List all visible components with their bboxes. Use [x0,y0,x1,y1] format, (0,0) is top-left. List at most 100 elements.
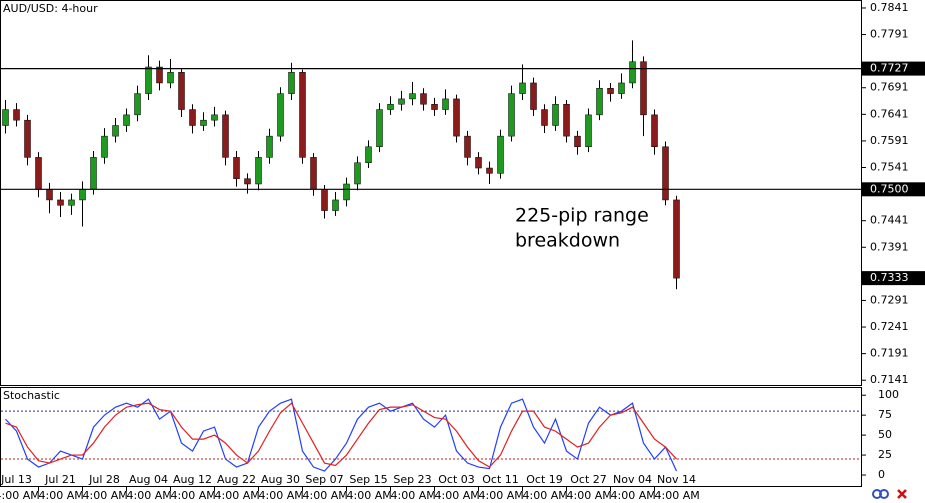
candle-body [398,98,405,105]
y-tick-label: 0.7191 [870,347,909,360]
stoch-line [5,402,677,468]
candle-body [145,66,152,94]
y-tick-label: 75 [878,408,892,421]
candle-body [486,167,493,174]
y-tick-label: 50 [878,428,892,441]
x-tick-label: Aug 04 [129,473,168,486]
y-tick-label: 0.7691 [870,81,909,94]
y-tick-label: 0.7141 [870,373,909,386]
y-tick-label: 100 [878,388,899,401]
annotation: breakdown [515,230,620,252]
candle-body [222,114,229,158]
x-tick-label: Nov 14 [657,473,696,486]
candle-body [519,82,526,94]
stoch-line [5,398,678,472]
candle-body [167,72,174,84]
y-tick-label: 0.7441 [870,214,909,227]
candle-body [453,98,460,137]
candle-body [332,199,339,211]
candle-body [530,82,537,110]
candle-body [475,157,482,169]
candle-body [673,199,680,279]
x-tick-label: Oct 11 [482,473,519,486]
x-tick-label: Sep 23 [393,473,431,486]
candle-body [178,72,185,110]
price-label-box [862,271,925,286]
candle-body [189,109,196,126]
candle-body [585,114,592,148]
candle-body [134,93,141,116]
title-box [1,1,95,15]
link-icon[interactable] [879,489,889,499]
x-time-label: 4:00 AM [0,489,40,502]
candle-body [277,93,284,137]
candle-body [662,146,669,201]
candle-body [321,189,328,211]
x-time-label: 4:00 AM [435,489,480,502]
candle-body [376,109,383,148]
stochastic-panel [0,387,862,487]
x-tick-label: Oct 03 [438,473,475,486]
x-time-label: 4:00 AM [391,489,436,502]
y-tick-label: 0 [878,468,885,481]
candle-body [2,109,9,126]
chart-title: AUD/USD: 4-hour [3,2,98,15]
candle-body [123,114,130,126]
candle-body [90,157,97,190]
price-label: 0.7333 [870,271,909,284]
candle-body [101,135,108,158]
price-label: 0.7500 [870,182,909,195]
candle-body [552,103,559,126]
x-time-label: 4:00 AM [303,489,348,502]
candle-body [244,178,251,185]
x-time-label: 4:00 AM [479,489,524,502]
close-icon[interactable] [897,489,907,499]
y-tick-label: 0.7291 [870,293,909,306]
toolbar-icons[interactable] [872,489,907,499]
candle-body [508,93,515,137]
y-tick-label: 0.7641 [870,107,909,120]
candle-body [442,98,449,110]
candle-body [266,135,273,158]
candle-body [24,119,31,158]
candle-body [57,199,64,206]
candle-body [640,61,647,116]
x-time-label: 4:00 AM [655,489,700,502]
y-tick-label: 0.7391 [870,240,909,253]
candle-body [156,66,163,84]
candle-body [651,114,658,148]
candle-body [464,135,471,158]
x-tick-label: Aug 30 [261,473,300,486]
candle-body [233,157,240,179]
x-time-label: 4:00 AM [83,489,128,502]
candle-body [354,162,361,185]
candle-body [563,103,570,137]
x-time-label: 4:00 AM [347,489,392,502]
candle-body [387,103,394,110]
panel-title: Stochastic [3,389,60,402]
x-time-label: 4:00 AM [171,489,216,502]
y-tick-label: 0.7241 [870,320,909,333]
candle-body [618,82,625,94]
x-tick-label: Aug 22 [217,473,256,486]
candle-body [607,88,614,94]
candle-body [79,189,86,201]
candle-body [200,119,207,126]
candle-body [13,109,20,121]
x-tick-label: Aug 12 [173,473,212,486]
x-time-label: 4:00 AM [259,489,304,502]
y-tick-label: 0.7591 [870,134,909,147]
y-tick-label: 0.7791 [870,28,909,41]
price-panel [0,0,862,386]
y-tick-label: 25 [878,448,892,461]
candle-body [497,135,504,174]
candle-body [68,199,75,206]
candle-body [343,183,350,201]
candle-body [288,72,295,94]
candle-body [255,157,262,185]
x-tick-label: Oct 19 [526,473,563,486]
candle-body [112,125,119,137]
candle-body [431,103,438,110]
candle-body [35,157,42,190]
